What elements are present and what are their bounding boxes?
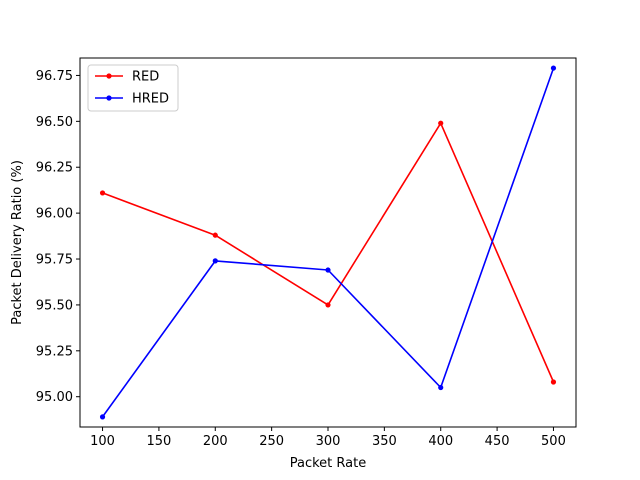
- legend-marker-hred: [106, 95, 112, 101]
- x-tick-label: 500: [541, 434, 566, 449]
- x-axis-label: Packet Rate: [290, 456, 366, 471]
- x-tick-label: 400: [428, 434, 453, 449]
- data-point-red: [325, 302, 331, 308]
- data-point-red: [212, 232, 218, 238]
- data-point-red: [99, 190, 106, 196]
- y-tick-label: 95.75: [36, 253, 73, 268]
- y-tick-label: 96.75: [36, 69, 73, 84]
- y-tick-label: 95.50: [36, 298, 73, 313]
- x-tick-label: 200: [203, 434, 228, 449]
- y-tick-label: 96.25: [36, 161, 73, 176]
- x-tick-label: 300: [316, 434, 341, 449]
- axis-ticks: 100 150 200 250 300 350 400 450 500 95.00 95.25 95.…: [36, 69, 566, 449]
- data-point-red: [550, 379, 557, 385]
- data-point-hred: [212, 258, 218, 264]
- x-tick-label: 150: [146, 434, 171, 449]
- x-tick-label: 450: [485, 434, 510, 449]
- series-lines: [99, 65, 557, 420]
- y-tick-label: 95.25: [36, 344, 73, 359]
- data-point-hred: [99, 414, 106, 420]
- legend: RED HRED: [87, 64, 179, 112]
- legend-marker-red: [106, 73, 112, 79]
- x-tick-label: 350: [372, 434, 397, 449]
- y-tick-label: 96.00: [36, 207, 73, 222]
- legend-label-hred: HRED: [132, 92, 169, 107]
- axes-frame: [79, 57, 577, 428]
- data-point-hred: [325, 267, 331, 273]
- y-tick-label: 96.50: [36, 115, 73, 130]
- data-point-red: [438, 120, 444, 126]
- data-point-hred: [438, 384, 444, 391]
- x-tick-label: 100: [90, 434, 115, 449]
- x-tick-label: 250: [259, 434, 284, 449]
- y-axis-label: Packet Delivery Ratio (%): [10, 160, 25, 325]
- y-tick-label: 95.00: [36, 390, 73, 405]
- legend-label-red: RED: [132, 70, 159, 85]
- data-point-hred: [550, 65, 557, 71]
